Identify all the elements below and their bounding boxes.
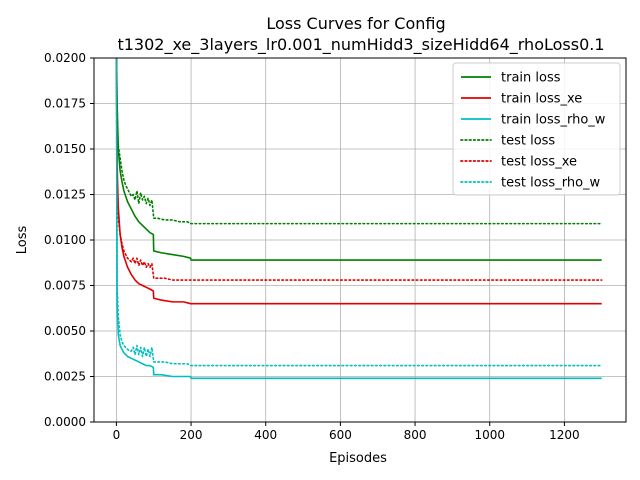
series-line-test-loss-xe — [115, 58, 603, 281]
y-tick-label: 0.0125 — [44, 188, 86, 202]
x-tick-label: 600 — [329, 428, 352, 442]
legend-label: test loss — [501, 134, 555, 149]
y-tick-label: 0.0100 — [44, 233, 86, 247]
chart-title-line1: Loss Curves for Config — [266, 14, 445, 33]
y-tick-label: 0.0000 — [44, 415, 86, 429]
y-axis-ticks: 0.0000 0.0025 0.0050 0.0075 0.0100 0.0125 0.01… — [44, 51, 94, 429]
series-line-train-loss — [115, 58, 602, 261]
series-line-test-loss-rho-w — [115, 58, 603, 367]
x-tick-label: 0 — [113, 428, 121, 442]
x-tick-label: 800 — [404, 428, 427, 442]
chart-title-line2: t1302_xe_3layers_lr0.001_numHidd3_sizeHi… — [117, 35, 604, 55]
x-tick-label: 200 — [180, 428, 203, 442]
y-tick-label: 0.0175 — [44, 97, 86, 111]
y-axis-label: Loss — [15, 226, 30, 255]
x-tick-label: 1000 — [474, 428, 505, 442]
legend-box — [452, 62, 621, 196]
legend-label: train loss_xe — [501, 92, 582, 107]
x-axis-label: Episodes — [329, 451, 387, 466]
plot-series — [115, 58, 603, 380]
legend-label: test loss_rho_w — [501, 176, 601, 191]
y-tick-label: 0.0025 — [44, 370, 86, 384]
legend-label: train loss — [501, 71, 561, 86]
y-tick-label: 0.0075 — [44, 279, 86, 293]
series-line-test-loss — [115, 58, 603, 225]
series-line-train-loss-xe — [115, 58, 602, 305]
series-line-train-loss-rho-w — [115, 58, 602, 380]
legend-label: train loss_rho_w — [501, 113, 606, 128]
y-tick-label: 0.0050 — [44, 324, 86, 338]
x-tick-label: 400 — [254, 428, 277, 442]
x-tick-label: 1200 — [549, 428, 580, 442]
legend-label: test loss_xe — [501, 155, 577, 170]
x-axis-ticks: 0 200 400 600 800 1000 1200 — [113, 422, 580, 442]
y-tick-label: 0.0150 — [44, 142, 86, 156]
y-tick-label: 0.0200 — [44, 51, 86, 65]
